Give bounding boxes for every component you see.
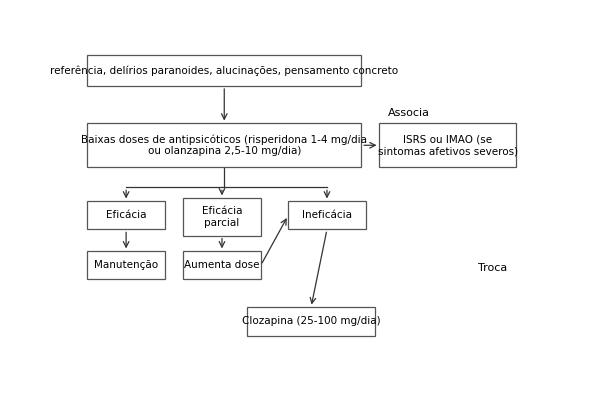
FancyBboxPatch shape bbox=[87, 55, 361, 86]
FancyBboxPatch shape bbox=[87, 251, 165, 279]
Text: Eficácia
parcial: Eficácia parcial bbox=[201, 206, 242, 228]
Text: ISRS ou IMAO (se
sintomas afetivos severos): ISRS ou IMAO (se sintomas afetivos sever… bbox=[378, 134, 518, 156]
FancyBboxPatch shape bbox=[247, 307, 375, 335]
Text: Troca: Troca bbox=[478, 264, 507, 273]
Text: Associa: Associa bbox=[388, 108, 430, 117]
FancyBboxPatch shape bbox=[183, 251, 261, 279]
FancyBboxPatch shape bbox=[379, 124, 517, 167]
Text: Ineficácia: Ineficácia bbox=[302, 211, 352, 220]
Text: Eficácia: Eficácia bbox=[106, 211, 147, 220]
Text: Manutenção: Manutenção bbox=[94, 260, 158, 270]
FancyBboxPatch shape bbox=[87, 201, 165, 230]
FancyBboxPatch shape bbox=[183, 198, 261, 236]
FancyBboxPatch shape bbox=[288, 201, 366, 230]
Text: Baixas doses de antipsicóticos (risperidona 1-4 mg/dia
ou olanzapina 2,5-10 mg/d: Baixas doses de antipsicóticos (risperid… bbox=[81, 134, 368, 156]
FancyBboxPatch shape bbox=[87, 124, 361, 167]
Text: Aumenta dose: Aumenta dose bbox=[184, 260, 260, 270]
Text: Clozapina (25-100 mg/dia): Clozapina (25-100 mg/dia) bbox=[241, 316, 380, 326]
Text: referência, delírios paranoides, alucinações, pensamento concreto: referência, delírios paranoides, alucina… bbox=[50, 65, 398, 76]
